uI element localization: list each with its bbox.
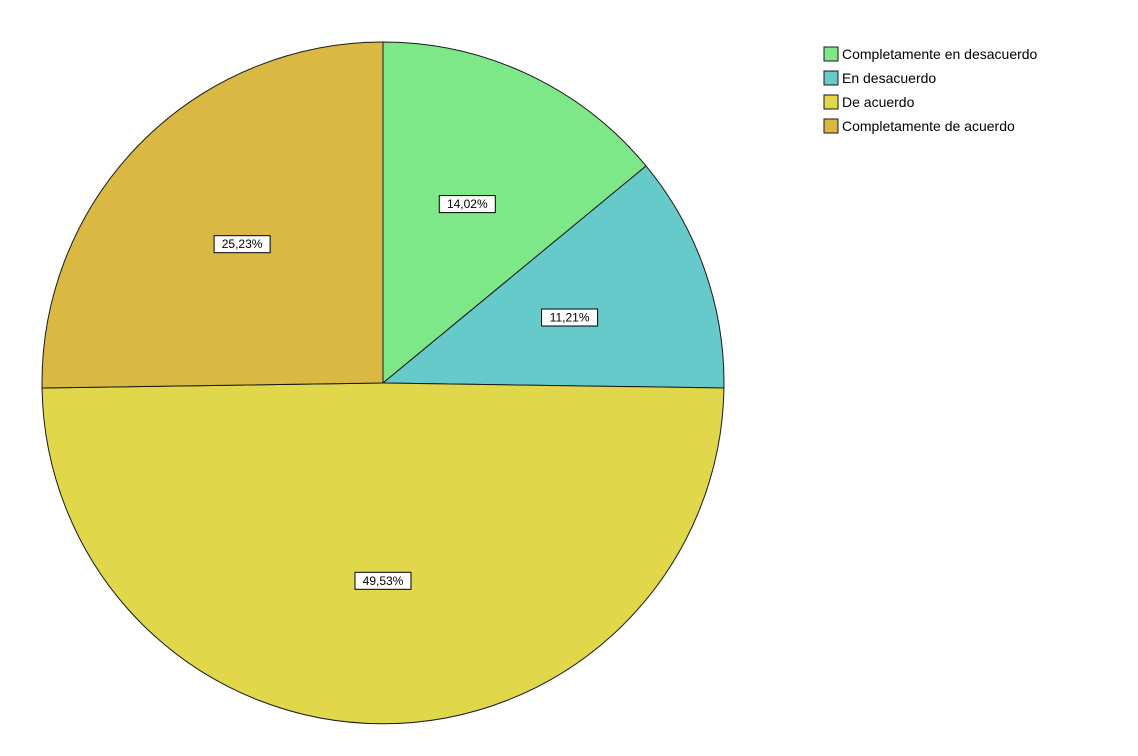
data-label-1: 14,02% — [438, 195, 496, 214]
legend-swatch — [823, 118, 839, 134]
data-label-text: 49,53% — [363, 574, 404, 588]
legend-label: De acuerdo — [842, 94, 915, 110]
legend-item-3: De acuerdo — [823, 94, 915, 110]
data-label-box — [213, 235, 271, 254]
legend-swatch — [823, 94, 839, 110]
legend-item-4: Completamente de acuerdo — [823, 118, 1015, 134]
data-label-3: 49,53% — [354, 571, 412, 590]
pie-data-labels: 14,02% 11,21% 49,53% 25,23% — [213, 195, 599, 590]
data-label-text: 25,23% — [222, 237, 263, 251]
pie-slices — [41, 41, 725, 725]
legend-swatch — [823, 70, 839, 86]
data-label-text: 11,21% — [550, 311, 590, 325]
legend: Completamente en desacuerdo En desacuerdo… — [823, 46, 1038, 134]
pie-slice-1 — [382, 41, 647, 385]
data-label-box — [541, 308, 599, 327]
data-label-4: 25,23% — [213, 235, 271, 254]
pie-slice-4 — [41, 41, 384, 389]
data-label-2: 11,21% — [541, 308, 599, 327]
legend-swatch — [823, 46, 839, 62]
legend-label: Completamente en desacuerdo — [842, 46, 1038, 62]
data-label-text: 14,02% — [447, 197, 488, 211]
data-label-box — [354, 571, 412, 590]
pie-slice-2 — [381, 165, 725, 389]
legend-item-1: Completamente en desacuerdo — [823, 46, 1038, 62]
data-label-box — [438, 195, 496, 214]
pie-slice-3 — [41, 382, 725, 725]
legend-label: En desacuerdo — [842, 70, 936, 86]
legend-label: Completamente de acuerdo — [842, 118, 1015, 134]
legend-item-2: En desacuerdo — [823, 70, 936, 86]
